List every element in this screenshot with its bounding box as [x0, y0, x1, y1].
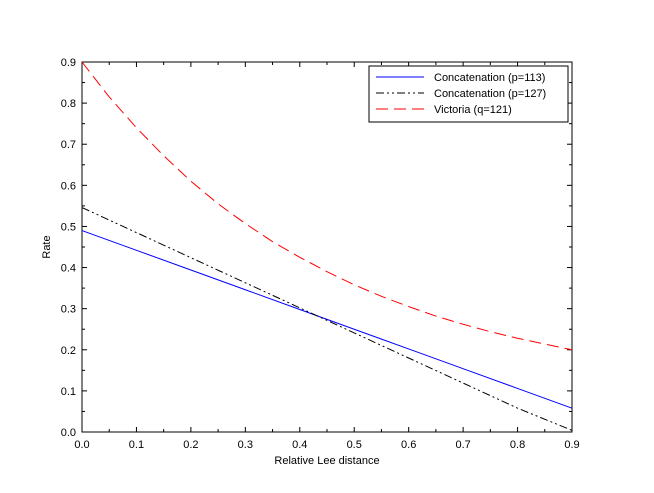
legend-label-1: Concatenation (p=113): [434, 72, 545, 84]
y-tick-label: 0.7: [61, 139, 76, 151]
y-axis-label: Rate: [41, 235, 53, 258]
x-axis-label: Relative Lee distance: [274, 455, 379, 467]
x-axis: 0.0 0.1 0.2 0.3 0.4 0.5 0.6 0.7 0.8 0.9: [74, 62, 580, 451]
x-tick-label: 0.4: [292, 439, 307, 451]
series-line-1: [81, 230, 573, 409]
y-tick-label: 0.5: [61, 221, 76, 233]
x-tick-label: 0.1: [129, 439, 144, 451]
plot-area: [81, 61, 573, 433]
y-tick-label: 0.4: [61, 263, 76, 275]
x-tick-label: 0.0: [74, 439, 89, 451]
legend-label-3: Victoria (q=121): [434, 104, 512, 116]
legend-label-2: Concatenation (p=127): [434, 88, 546, 100]
y-tick-label: 0.9: [61, 57, 76, 69]
x-tick-label: 0.5: [347, 439, 362, 451]
series-line-3: [81, 61, 573, 351]
series-line-2: [81, 207, 573, 431]
x-tick-label: 0.7: [455, 439, 470, 451]
y-tick-label: 0.6: [61, 180, 76, 192]
y-tick-label: 0.8: [61, 98, 76, 110]
legend: Concatenation (p=113) Concatenation (p=12…: [368, 65, 569, 123]
y-tick-label: 0.0: [61, 427, 76, 439]
x-tick-label: 0.2: [183, 439, 198, 451]
y-axis: 0.0 0.1 0.2 0.3 0.4 0.5 0.6 0.7 0.8 0.9: [61, 57, 572, 439]
series-lines: [81, 61, 573, 431]
x-tick-label: 0.8: [510, 439, 525, 451]
x-tick-label: 0.3: [238, 439, 253, 451]
legend-box: [368, 65, 569, 123]
y-tick-label: 0.2: [61, 345, 76, 357]
y-tick-label: 0.1: [61, 386, 76, 398]
x-tick-label: 0.9: [564, 439, 579, 451]
y-tick-label: 0.3: [61, 304, 76, 316]
x-tick-label: 0.6: [401, 439, 416, 451]
